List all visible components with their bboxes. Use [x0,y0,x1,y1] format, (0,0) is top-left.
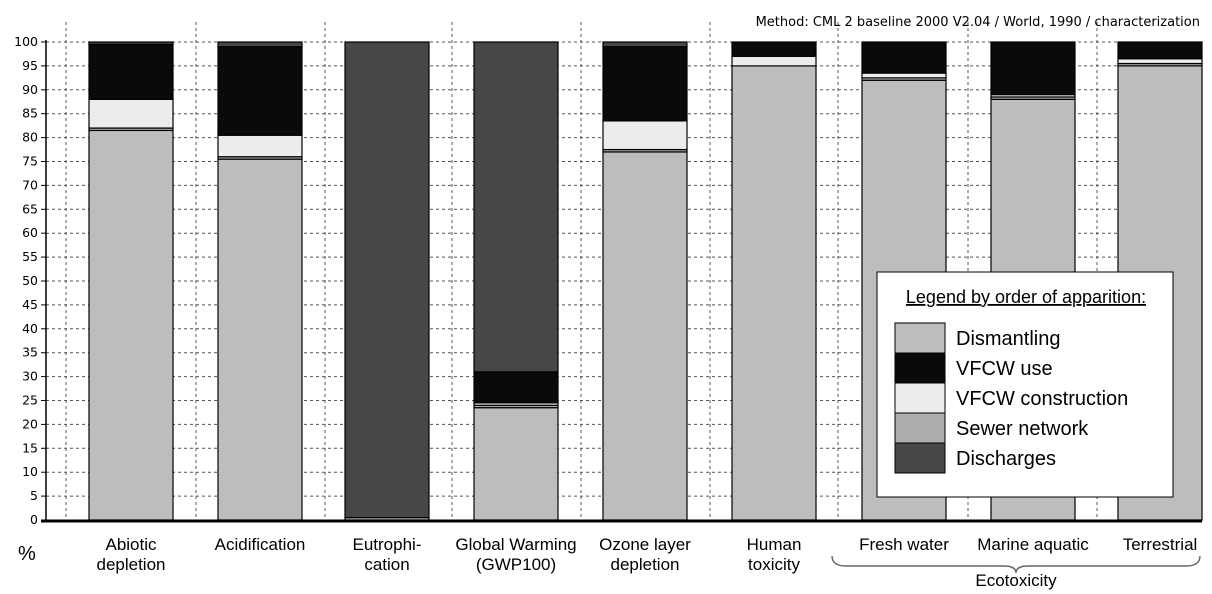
bar-segment [990,41,1076,96]
category-label: Ozone layer [599,535,691,554]
y-tick-label: 55 [22,249,38,264]
bar-segment [473,41,559,373]
ecotoxicity-label: Ecotoxicity [975,571,1057,590]
bar-segment [88,43,174,100]
category-label: Fresh water [859,535,949,554]
category-label: Marine aquatic [977,535,1089,554]
legend-swatch [894,442,946,474]
category-label: Terrestrial [1123,535,1198,554]
legend-entries: Dismantling VFCW use VFCW construction Sewe… [894,322,1128,474]
category-label: (GWP100) [476,555,556,574]
category-label: Human [747,535,802,554]
bar-segment [473,371,559,404]
method-text: Method: CML 2 baseline 2000 V2.04 / Worl… [756,15,1200,30]
legend-label: VFCW use [956,358,1053,380]
y-tick-label: 20 [22,416,38,431]
legend-swatch [894,412,946,444]
category-label: Global Warming [455,535,576,554]
y-tick-label: 30 [22,369,38,384]
y-tick-label: 5 [30,488,38,503]
legend-label: Discharges [956,448,1056,470]
bar-segment [1117,58,1203,65]
bar-segment [731,65,817,521]
y-tick-label: 25 [22,393,38,408]
bar-segment [861,41,947,74]
y-tick-label: 75 [22,154,38,169]
category-label: Eutrophi- [353,535,422,554]
y-tick-label: 0 [30,512,38,527]
bar-segment [602,151,688,521]
legend-label: Sewer network [956,418,1089,440]
legend-label: VFCW construction [956,388,1128,410]
legend-label: Dismantling [956,328,1060,350]
legend-swatch [894,352,946,384]
y-tick-label: 40 [22,321,38,336]
category-label: Acidification [215,535,306,554]
legend: Legend by order of apparition: Dismantli… [876,271,1174,498]
category-label: Abiotic [105,535,157,554]
category-label: depletion [610,555,679,574]
bar-segment [1117,41,1203,60]
bar-segment [217,158,303,521]
y-tick-label: 95 [22,58,38,73]
y-tick-label: 70 [22,177,38,192]
bar-segment [217,134,303,158]
bar-segment [217,41,303,48]
y-tick-label: 60 [22,225,38,240]
y-tick-label: 100 [14,34,38,49]
y-tick-label: 65 [22,201,38,216]
category-label: toxicity [748,555,800,574]
category-label: depletion [96,555,165,574]
bar-segment [88,129,174,521]
bar-segment [602,46,688,122]
bar-segment [602,41,688,48]
bar-segment [861,72,947,79]
bar-segment [88,98,174,129]
ecotoxicity-brace [831,555,1201,574]
bar-segment [602,120,688,151]
y-tick-label: 50 [22,273,38,288]
y-tick-label: 15 [22,440,38,455]
axes [41,40,1202,523]
bar-segment [217,46,303,136]
legend-swatch [894,322,946,354]
category-label: cation [364,555,409,574]
bar-segment [731,41,817,57]
legend-swatch [894,382,946,414]
y-tick-label: 85 [22,106,38,121]
bar-segment [88,41,174,45]
y-unit-label: % [18,543,36,565]
bar-segment [344,41,430,519]
ecotoxicity-group: Ecotoxicity [831,555,1201,590]
y-tick-label: 80 [22,130,38,145]
bar-segment [731,55,817,67]
y-tick-label: 10 [22,464,38,479]
y-tick-label: 45 [22,297,38,312]
y-tick-label: 90 [22,82,38,97]
bar-segment [473,407,559,521]
legend-title: Legend by order of apparition: [906,287,1146,307]
y-tick-label: 35 [22,345,38,360]
